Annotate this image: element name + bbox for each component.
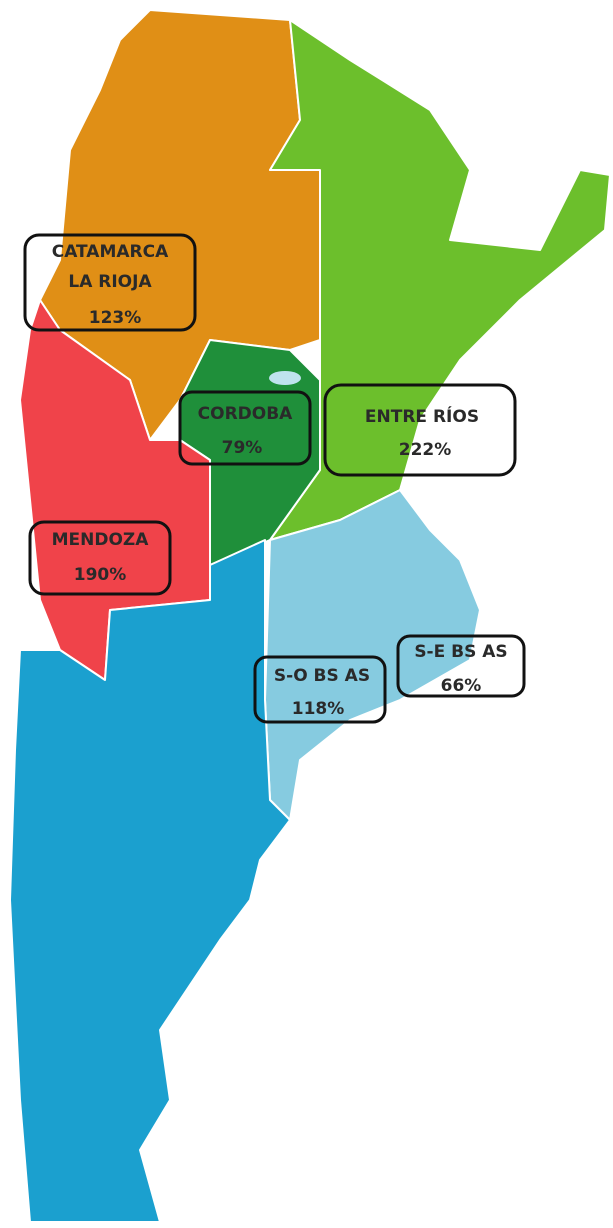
- region-patagonia: [9, 539, 291, 1223]
- label-box: [23, 233, 197, 332]
- region-value: 123%: [89, 308, 142, 328]
- region-name: ENTRE RÍOS: [365, 405, 479, 427]
- region-name: MENDOZA: [52, 530, 150, 550]
- label-box: [28, 520, 172, 596]
- region-value: 118%: [292, 699, 345, 719]
- lake: [269, 371, 301, 385]
- label-box: [396, 634, 526, 698]
- region-name: CORDOBA: [198, 404, 294, 424]
- region-name: S-E BS AS: [414, 642, 507, 662]
- region-value: 190%: [74, 565, 127, 585]
- region-northeast: [269, 19, 611, 541]
- region-value: 222%: [399, 440, 452, 460]
- region-name: CATAMARCA: [52, 242, 169, 262]
- label-box: [178, 390, 312, 466]
- region-name: S-O BS AS: [274, 666, 370, 686]
- label-box: [253, 655, 387, 724]
- region-value: 66%: [441, 676, 482, 696]
- region-name: LA RIOJA: [68, 272, 152, 292]
- label-box: [323, 383, 517, 477]
- region-value: 79%: [222, 438, 263, 458]
